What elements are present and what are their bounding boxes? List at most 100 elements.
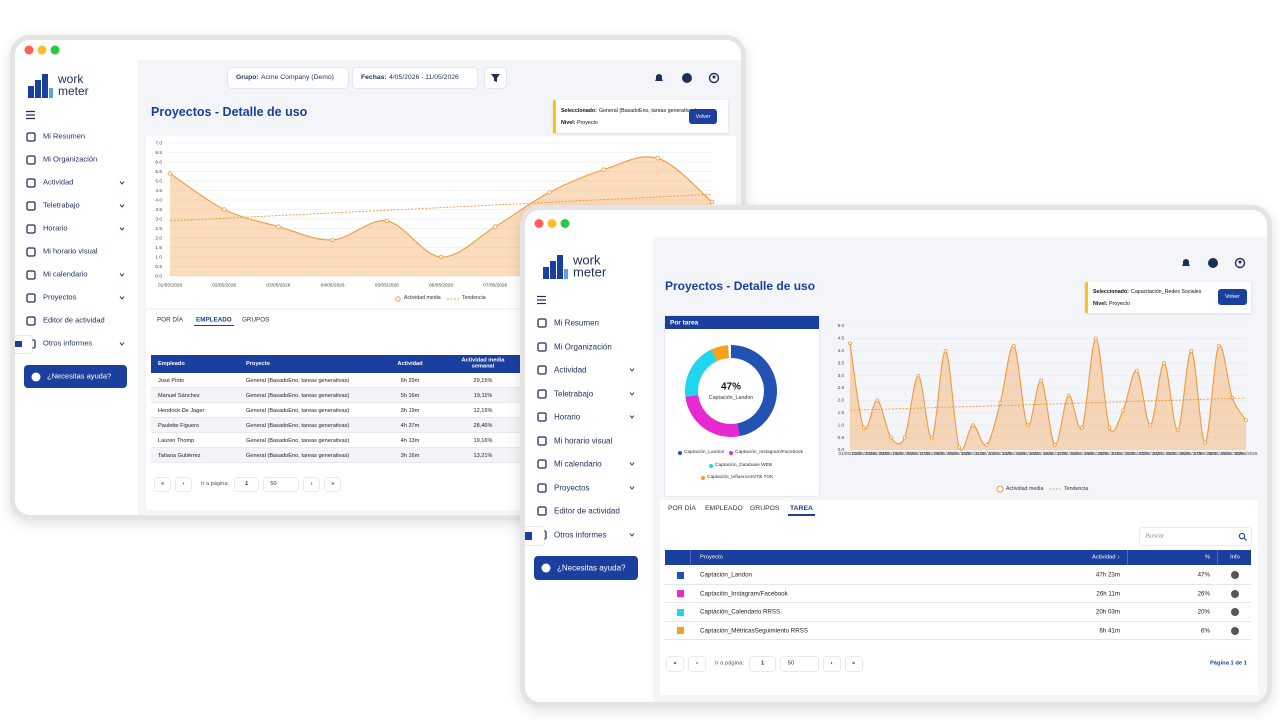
data-point <box>1216 343 1221 348</box>
user-icon <box>708 72 720 84</box>
tab-underline <box>788 514 815 516</box>
tab[interactable]: EMPLEADO <box>196 316 232 324</box>
last-page-button[interactable] <box>325 477 341 491</box>
help-button[interactable] <box>534 556 638 580</box>
chevron <box>119 342 125 346</box>
search-placeholder[interactable]: Buscar <box>1146 533 1165 540</box>
menu-item[interactable]: Proyectos <box>554 482 590 492</box>
donut-slice <box>685 349 717 397</box>
page-info: Página 1 de 1 <box>1209 660 1247 667</box>
data-point <box>1025 423 1030 428</box>
menu-item[interactable]: Teletrabajo <box>43 200 80 210</box>
menu-item[interactable]: Otros informes <box>554 529 607 539</box>
menu-item[interactable]: Horario <box>554 412 581 422</box>
x-tick-label: 08/05/2026 <box>934 451 957 456</box>
next-page-button[interactable] <box>823 657 840 671</box>
menu-item[interactable]: Editor de actividad <box>554 506 620 516</box>
toolbar-icon <box>15 340 22 348</box>
help-button[interactable] <box>24 365 127 388</box>
search-box[interactable] <box>1140 528 1251 545</box>
tab[interactable]: GRUPOS <box>242 316 270 324</box>
menu-item[interactable]: Actividad <box>43 177 74 187</box>
window-control <box>24 45 34 55</box>
tab[interactable]: POR DÍA <box>668 505 696 513</box>
menu-item[interactable]: Editor de actividad <box>43 315 105 325</box>
donut-slice <box>711 345 729 362</box>
menu-item[interactable]: Mi horario visual <box>43 246 98 256</box>
page-input-label[interactable]: 1 <box>245 480 249 487</box>
tab[interactable]: POR DÍA <box>157 316 183 324</box>
table-cell: 3h 16m <box>400 452 420 459</box>
x-tick-label: 13/05/2026 <box>1002 451 1025 456</box>
page-size-select[interactable] <box>781 657 818 671</box>
first-page-button[interactable] <box>155 477 170 491</box>
menu-item[interactable]: Horario <box>43 223 68 233</box>
page-input[interactable] <box>750 657 776 671</box>
menu-item[interactable]: Teletrabajo <box>554 388 594 398</box>
prev-page-button[interactable] <box>176 477 191 491</box>
data-point <box>957 445 962 450</box>
color-swatch <box>677 590 684 597</box>
user-icon-head <box>712 75 716 79</box>
menu-item[interactable]: Mi Resumen <box>554 318 599 328</box>
menu-item[interactable]: Actividad <box>554 365 587 375</box>
prev-page-button-label[interactable]: ‹ <box>696 660 698 667</box>
table-cell: 12,16% <box>473 407 493 414</box>
next-page-button-label[interactable]: › <box>310 480 313 487</box>
page-input[interactable] <box>235 477 259 491</box>
menu-icon-shape <box>26 132 36 142</box>
table-cell: José Pinto <box>158 377 185 384</box>
back-button[interactable] <box>689 109 717 124</box>
prev-page-button-label[interactable]: ‹ <box>182 480 185 487</box>
next-page-button[interactable] <box>304 477 320 491</box>
legend-marker <box>395 296 401 302</box>
x-tick-label: 14/05/2026 <box>1016 451 1039 456</box>
x-tick-label: 04/05/2026 <box>879 451 902 456</box>
table-cell: Captación_Instagram/Facebook <box>700 589 788 597</box>
tab[interactable]: GRUPOS <box>750 505 780 513</box>
last-page-button-label[interactable]: » <box>331 480 335 487</box>
table-cell: Captación_Landon <box>700 571 752 579</box>
menu-item[interactable]: Mi Organización <box>43 154 98 164</box>
page-size-select[interactable] <box>264 477 299 491</box>
y-tick-label: 1.5 <box>155 245 162 251</box>
menu-item[interactable]: Mi horario visual <box>554 435 613 445</box>
next-page-button-label[interactable]: › <box>830 660 833 667</box>
column-header: Proyecto <box>246 360 270 367</box>
prev-page-button[interactable] <box>689 657 705 671</box>
logo-bar <box>35 80 41 98</box>
last-page-button-label[interactable]: » <box>851 660 856 667</box>
x-tick-label: 07/05/2026 <box>483 282 507 288</box>
tab[interactable]: TAREA <box>790 505 813 513</box>
menu-item[interactable]: Otros informes <box>43 338 93 348</box>
menu-item[interactable]: Mi calendario <box>43 269 88 279</box>
window-control <box>50 45 60 55</box>
first-page-button-label[interactable]: « <box>673 660 677 667</box>
toolbar-button[interactable] <box>525 526 544 546</box>
table-cell: 6h 41m <box>1099 626 1120 634</box>
header-icon <box>1234 257 1246 269</box>
back-button-label[interactable]: Volver <box>695 113 711 120</box>
data-point <box>276 224 281 229</box>
table-cell: Tatiana Gutiérrez <box>158 452 201 459</box>
last-page-button[interactable] <box>845 657 862 671</box>
first-page-button[interactable] <box>667 657 683 671</box>
menu-item[interactable]: Mi Organización <box>554 341 612 351</box>
menu-item[interactable]: Proyectos <box>43 292 77 302</box>
back-button-label[interactable]: Volver <box>1225 293 1240 300</box>
tab[interactable]: EMPLEADO <box>705 505 743 513</box>
back-button[interactable] <box>1218 289 1247 305</box>
color-swatch <box>677 627 684 634</box>
chevron <box>629 462 635 466</box>
legend-label: Actividad media <box>404 295 441 302</box>
x-tick-label: 02/05/2026 <box>852 451 875 456</box>
header-icon <box>655 74 663 81</box>
menu-item[interactable]: Mi calendario <box>554 459 602 469</box>
menu-icon <box>26 293 36 303</box>
toolbar-button[interactable] <box>15 335 32 353</box>
page-input-label[interactable]: 1 <box>760 660 765 667</box>
table-cell: General (BasadoEno, tareas generativas) <box>246 407 350 414</box>
y-tick-label: 5.0 <box>155 178 162 184</box>
menu-item[interactable]: Mi Resumen <box>43 131 86 141</box>
first-page-button-label[interactable]: « <box>160 480 165 487</box>
